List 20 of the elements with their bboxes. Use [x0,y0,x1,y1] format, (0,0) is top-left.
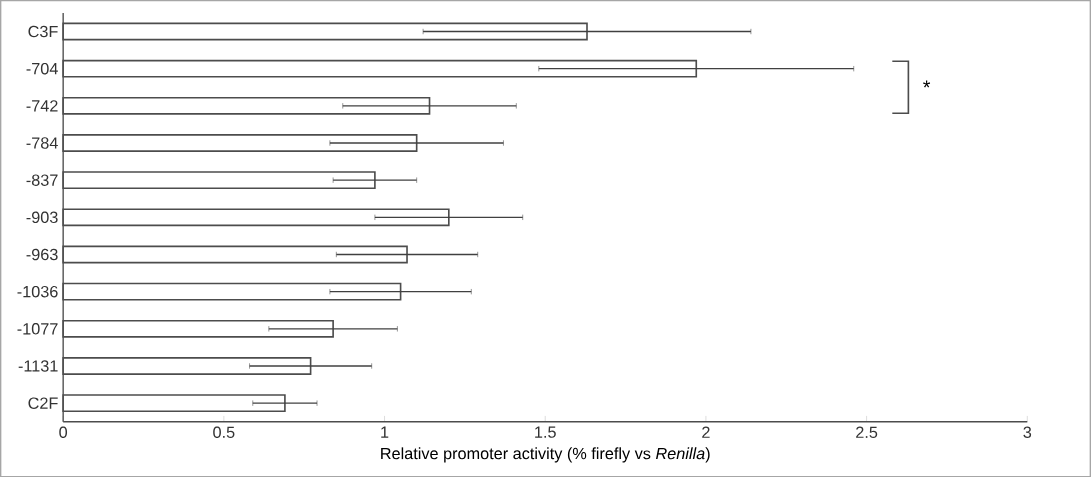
y-tick-label: C2F [28,397,58,409]
x-tick-label: 1.5 [535,426,556,438]
y-tick-label: -1131 [18,360,58,372]
y-tick-label: C3F [28,25,58,38]
y-tick-label: -742 [26,100,58,112]
x-tick-label: 3 [1023,426,1032,438]
x-tick-label: 2.5 [856,426,878,438]
x-tick-label: 1 [381,426,389,438]
x-tick-label: 2 [702,426,710,438]
x-axis-title: Relative promoter activity (% firefly vs Renilla) [381,447,710,463]
x-tick-label: 0 [59,426,68,438]
y-tick-label: -784 [26,137,58,149]
y-tick-label: -1077 [17,322,58,335]
x-tick-label: 0.5 [213,426,235,438]
y-tick-label: -903 [26,211,58,223]
y-tick-label: -837 [26,174,58,186]
y-tick-label: -1036 [17,285,58,298]
annotation: * [923,80,931,88]
y-tick-label: -704 [26,62,58,75]
y-tick-label: -963 [26,248,58,261]
